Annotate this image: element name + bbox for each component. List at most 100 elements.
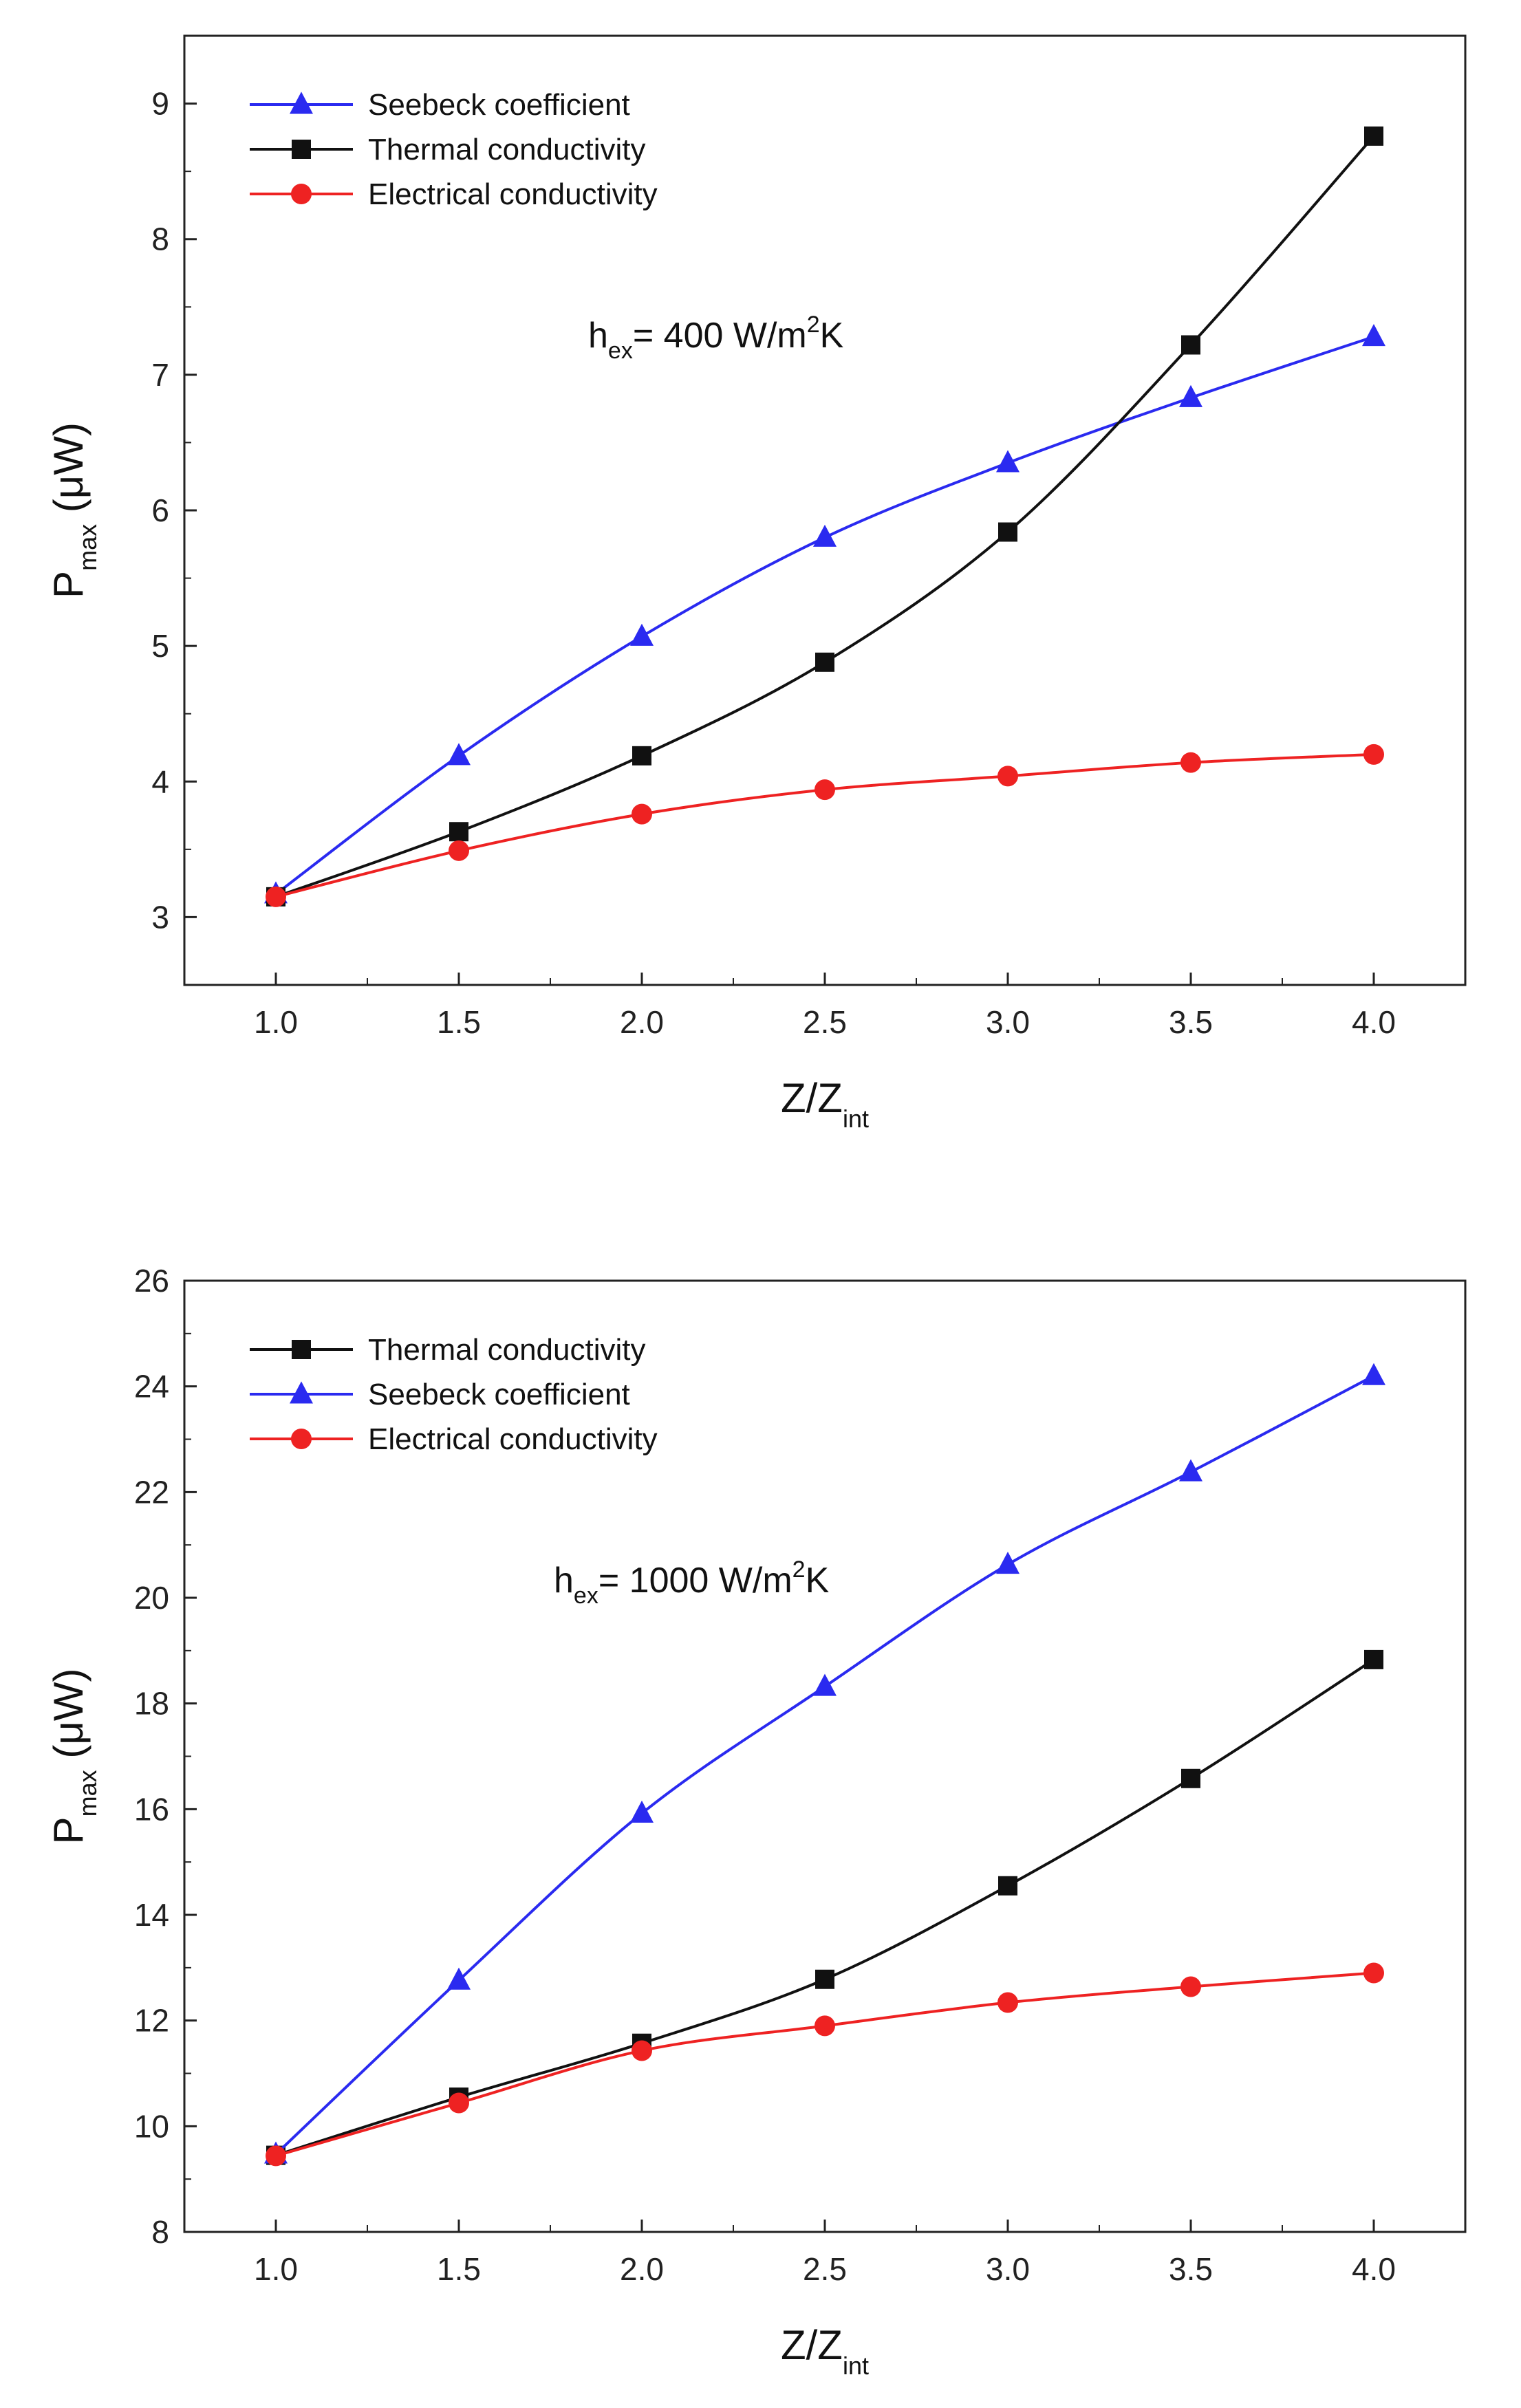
y-tick-label: 8 <box>151 2214 169 2250</box>
data-point <box>1180 1976 1201 1997</box>
data-point <box>815 2015 835 2037</box>
annotation-sup: 2 <box>792 1556 806 1583</box>
series-electrical-conductivity <box>266 1962 1384 2167</box>
y-tick-label: 24 <box>134 1369 169 1404</box>
x-axis-title-main: Z/Z <box>781 1075 843 1121</box>
y-tick-label: 8 <box>151 221 169 257</box>
data-point <box>449 840 469 861</box>
legend-marker <box>290 91 313 114</box>
x-tick-label: 2.0 <box>620 2251 664 2287</box>
y-axis-title-main: P <box>45 571 91 598</box>
data-point <box>1362 1363 1385 1385</box>
y-tick-label: 26 <box>134 1263 169 1299</box>
x-axis-title: Z/Zint <box>781 1075 869 1133</box>
x-tick-label: 2.5 <box>803 1004 847 1040</box>
annotation-mid: = 1000 W/m <box>598 1561 792 1601</box>
legend-marker <box>292 140 311 159</box>
y-axis-title: Pmax (μW) <box>45 1669 102 1845</box>
x-tick-label: 1.5 <box>437 1004 481 1040</box>
legend: Seebeck coefficient Thermal conductivity E… <box>250 88 658 211</box>
y-tick-label: 4 <box>151 763 169 799</box>
x-axis-title-main: Z/Z <box>781 2322 843 2368</box>
x-tick-label: 4.0 <box>1352 2251 1396 2287</box>
x-tick-label: 2.5 <box>803 2251 847 2287</box>
annotation-hex: hex= 1000 W/m2K <box>554 1556 830 1609</box>
annotation-sub: ex <box>608 338 633 364</box>
data-point <box>447 1967 471 1990</box>
series-line <box>275 1658 1375 2157</box>
x-tick-label: 3.5 <box>1169 1004 1213 1040</box>
data-point <box>1364 126 1383 146</box>
data-point <box>998 1876 1017 1896</box>
y-axis-title-main: P <box>45 1816 91 1844</box>
data-point <box>1179 1459 1202 1482</box>
series-thermal-conductivity <box>266 1649 1383 2165</box>
data-point <box>996 1551 1020 1574</box>
annotation-sup: 2 <box>807 312 820 338</box>
data-point <box>815 779 835 801</box>
y-axis-title-unit: (μW) <box>45 422 91 524</box>
data-point <box>632 803 652 825</box>
y-tick-label: 7 <box>151 357 169 393</box>
data-point <box>266 886 286 907</box>
data-point <box>815 652 834 672</box>
data-point <box>813 524 837 547</box>
y-axis-title-unit: (μW) <box>45 1669 91 1770</box>
annotation-mid: = 400 W/m <box>633 316 807 356</box>
series-line <box>275 752 1374 898</box>
x-tick-label: 1.0 <box>254 2251 298 2287</box>
y-tick-label: 22 <box>134 1474 169 1510</box>
data-point <box>630 1800 654 1823</box>
data-point <box>997 766 1018 787</box>
series-thermal-conductivity <box>266 126 1383 907</box>
annotation-pre: h <box>554 1561 574 1601</box>
y-tick-label: 9 <box>151 86 169 122</box>
y-tick-label: 14 <box>134 1897 169 1933</box>
data-point <box>1364 1649 1383 1669</box>
data-point <box>997 1992 1018 2013</box>
data-point <box>1363 744 1384 765</box>
legend-label: Electrical conductivity <box>368 1422 658 1456</box>
y-axis-title-sub: max <box>74 524 102 571</box>
series-line <box>275 1971 1374 2158</box>
annotation-hex: hex= 400 W/m2K <box>588 312 844 364</box>
series-line <box>274 335 1374 896</box>
data-point <box>996 450 1020 473</box>
y-tick-label: 6 <box>151 492 169 528</box>
legend-marker <box>290 1381 313 1404</box>
chart-2: 1.0 1.5 2.0 2.5 3.0 3.5 4.0 8 10 12 14 16 18 20 22 24 26… <box>45 1263 1467 2380</box>
x-axis-title: Z/Zint <box>781 2322 869 2380</box>
data-point <box>447 743 471 766</box>
data-point <box>632 2040 652 2061</box>
data-point <box>1181 1768 1200 1788</box>
data-point <box>632 746 651 766</box>
chart-1: 1.0 1.5 2.0 2.5 3.0 3.5 4.0 3 4 5 6 7 8 9 Z/Zint Pmax (… <box>45 34 1467 1133</box>
x-tick-label: 4.0 <box>1352 1004 1396 1040</box>
x-tick-label: 3.5 <box>1169 2251 1213 2287</box>
x-tick-label: 3.0 <box>986 1004 1030 1040</box>
x-tick-label: 1.5 <box>437 2251 481 2287</box>
legend-label: Seebeck coefficient <box>368 1378 630 1411</box>
x-tick-label: 3.0 <box>986 2251 1030 2287</box>
legend: Thermal conductivity Seebeck coefficient E… <box>250 1333 658 1456</box>
legend-label: Seebeck coefficient <box>368 88 630 122</box>
x-tick-label: 2.0 <box>620 1004 664 1040</box>
data-point <box>449 822 468 842</box>
legend-marker <box>292 1340 311 1359</box>
annotation-post: K <box>806 1561 830 1601</box>
data-point <box>1363 1962 1384 1984</box>
data-point <box>1181 335 1200 355</box>
y-tick-label: 12 <box>134 2003 169 2039</box>
y-axis-title-sub: max <box>74 1770 102 1816</box>
data-point <box>1362 324 1385 347</box>
y-axis-title: Pmax (μW) <box>45 422 102 598</box>
annotation-post: K <box>820 316 844 356</box>
data-point <box>1180 752 1201 773</box>
legend-label: Electrical conductivity <box>368 177 658 211</box>
y-tick-label: 18 <box>134 1686 169 1722</box>
legend-marker <box>291 1429 312 1449</box>
series-line <box>274 1374 1374 2156</box>
data-point <box>449 2092 469 2114</box>
data-point <box>998 522 1017 542</box>
